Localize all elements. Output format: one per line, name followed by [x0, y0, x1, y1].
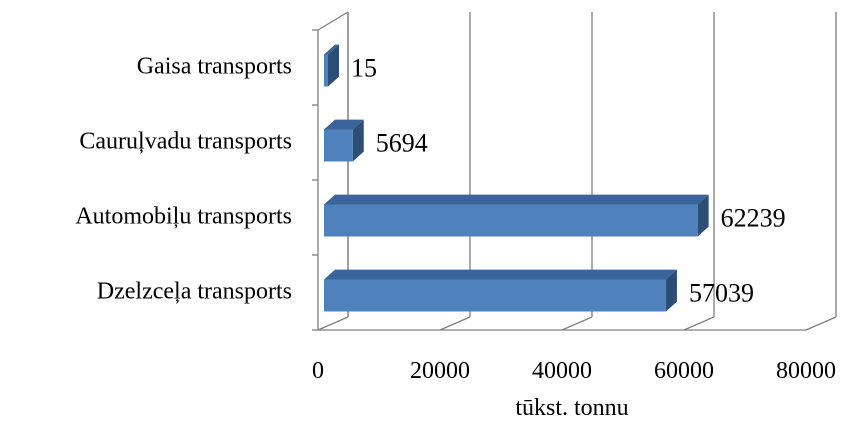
floor-line-3	[683, 316, 715, 331]
bar-top-3	[324, 44, 339, 55]
bar-3	[324, 54, 328, 87]
x-tick-label-4: 80000	[776, 358, 836, 384]
bar-side-3	[328, 44, 339, 87]
bars	[324, 44, 709, 312]
axes	[312, 11, 806, 331]
category-label-1: Automobiļu transports	[75, 204, 292, 230]
category-label-3: Gaisa transports	[137, 54, 292, 80]
bar-top-2	[324, 119, 364, 130]
wall-top-edge	[317, 11, 349, 31]
category-label-0: Dzelzceļa transports	[97, 279, 292, 305]
floor-line-4	[805, 316, 837, 331]
gridlines	[317, 12, 837, 331]
data-label-0: 57039	[689, 279, 754, 308]
x-tick-labels: 0 20000 40000 60000 80000	[312, 358, 836, 384]
x-tick-label-2: 40000	[532, 358, 592, 384]
x-tick-label-3: 60000	[654, 358, 714, 384]
x-axis-title: tūkst. tonnu	[515, 395, 628, 421]
data-label-1: 62239	[721, 204, 786, 233]
bar-0	[324, 279, 666, 312]
floor-line-2	[561, 316, 593, 331]
bar-1	[324, 204, 698, 237]
data-label-3: 15	[351, 54, 377, 83]
bar-top-0	[324, 269, 677, 280]
floor-line-1	[439, 316, 471, 331]
data-labels: 57039 62239 5694 15	[351, 54, 786, 308]
bar-top-1	[324, 194, 709, 205]
data-label-2: 5694	[376, 129, 428, 158]
x-tick-label-1: 20000	[410, 358, 470, 384]
bar-side-1	[697, 194, 709, 237]
floor-line-0	[317, 316, 349, 331]
x-tick-label-0: 0	[312, 358, 324, 384]
bar-side-0	[665, 269, 677, 312]
category-label-2: Cauruļvadu transports	[79, 129, 292, 155]
bar-2	[324, 129, 353, 162]
category-labels: Dzelzceļa transports Automobiļu transport…	[75, 54, 292, 305]
bar-side-2	[352, 119, 364, 162]
